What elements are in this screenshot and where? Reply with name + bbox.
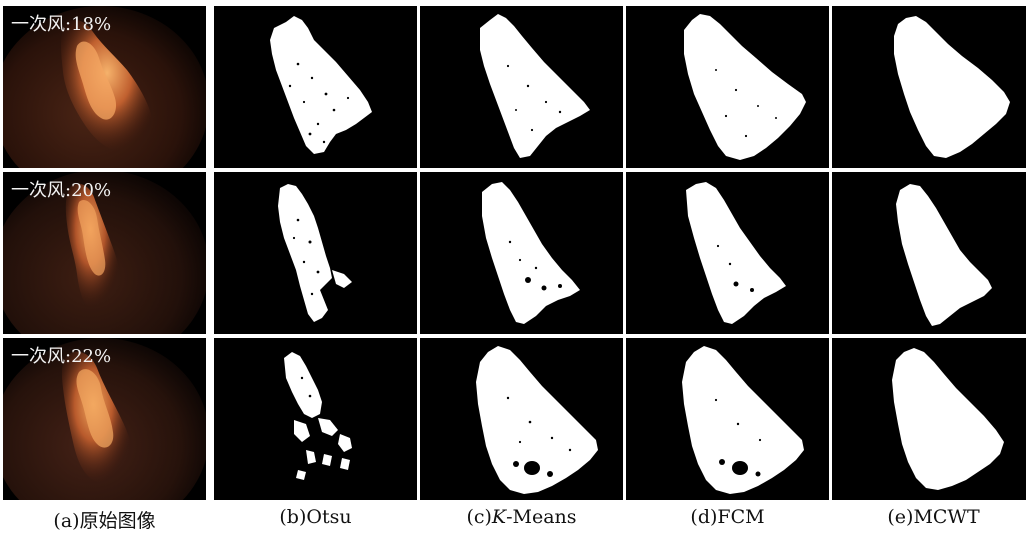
caption-d: (d)FCM [626,506,829,528]
segmentation-mask-graphic [214,338,417,500]
row-label: 一次风:20% [11,180,112,201]
otsu-mask-row-3 [214,338,417,500]
caption-e: (e)MCWT [832,506,1026,528]
segmentation-mask-graphic [420,172,623,334]
segmentation-mask-graphic [214,6,417,168]
caption-row: (a)原始图像 (b)Otsu (c)K-Means (d)FCM (e)MCW… [0,500,1026,534]
mcwt-mask-row-1 [832,6,1026,168]
caption-prefix: (e) [887,506,914,528]
mcwt-mask-row-2 [832,172,1026,334]
mcwt-mask-row-3 [832,338,1026,500]
segmentation-mask-graphic [214,172,417,334]
caption-text: 原始图像 [79,510,156,532]
otsu-mask-row-1 [214,6,417,168]
segmentation-mask-graphic [626,338,829,500]
segmentation-mask-graphic [626,172,829,334]
caption-text: MCWT [913,506,980,528]
caption-prefix: (b) [279,506,307,528]
caption-italic-text: K [491,506,507,528]
segmentation-mask-graphic [832,172,1026,334]
flame-photo-graphic [3,338,206,500]
caption-text: -Means [506,506,577,528]
caption-text: Otsu [306,506,352,528]
kmeans-mask-row-2 [420,172,623,334]
figure-grid: 一次风:18% [3,6,1026,500]
row-label: 一次风:22% [11,346,112,367]
caption-b: (b)Otsu [214,506,417,528]
segmentation-mask-graphic [832,338,1026,500]
caption-text: FCM [717,506,765,528]
original-image-row-3: 一次风:22% [3,338,206,500]
caption-a: (a)原始图像 [3,506,206,533]
original-image-row-1: 一次风:18% [3,6,206,168]
kmeans-mask-row-3 [420,338,623,500]
segmentation-mask-graphic [420,6,623,168]
caption-prefix: (d) [690,506,718,528]
original-image-row-2: 一次风:20% [3,172,206,334]
otsu-mask-row-2 [214,172,417,334]
caption-prefix: (c) [466,506,492,528]
kmeans-mask-row-1 [420,6,623,168]
flame-photo-graphic [3,172,206,334]
segmentation-mask-graphic [420,338,623,500]
flame-photo-graphic [3,6,206,168]
segmentation-mask-graphic [626,6,829,168]
fcm-mask-row-3 [626,338,829,500]
segmentation-mask-graphic [832,6,1026,168]
caption-prefix: (a) [53,510,80,532]
caption-c: (c)K-Means [420,506,623,528]
fcm-mask-row-2 [626,172,829,334]
fcm-mask-row-1 [626,6,829,168]
row-label: 一次风:18% [11,14,112,35]
